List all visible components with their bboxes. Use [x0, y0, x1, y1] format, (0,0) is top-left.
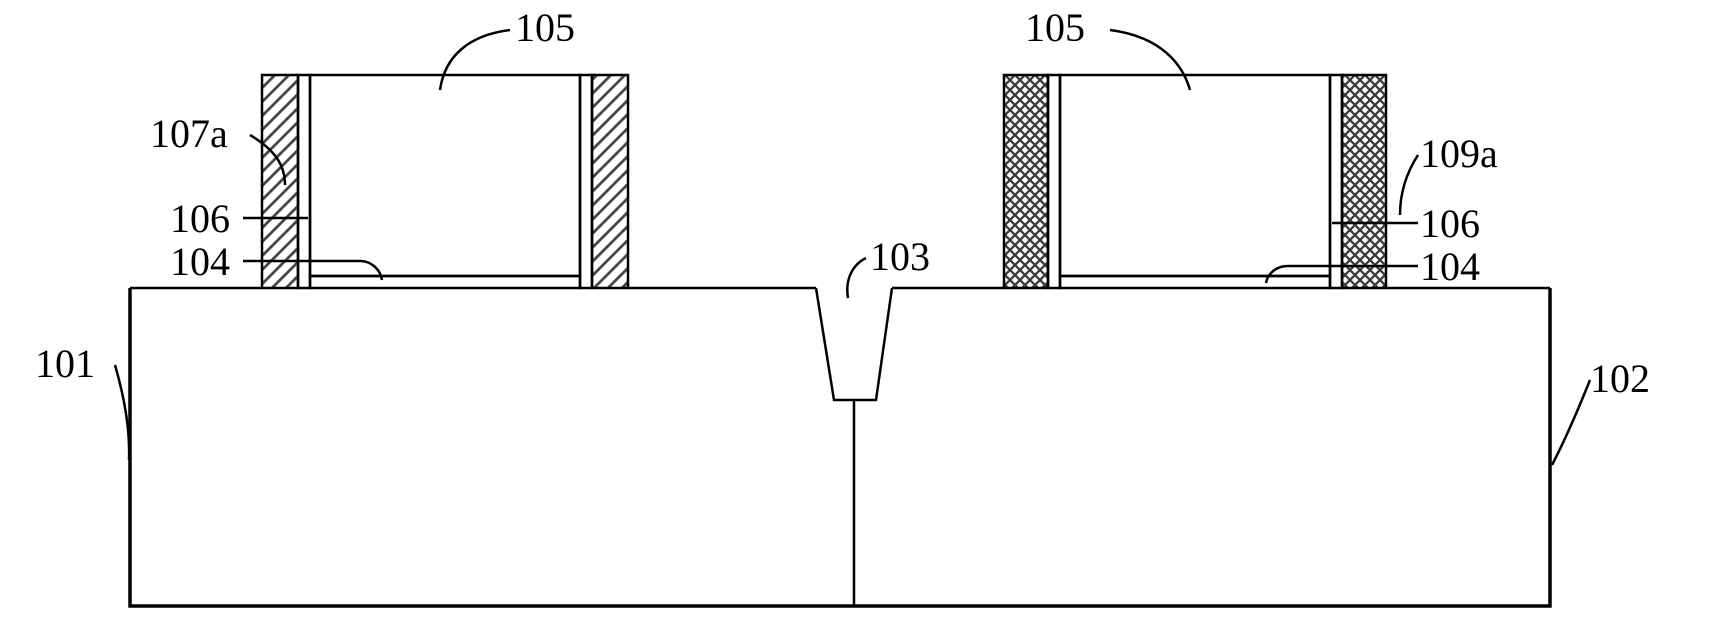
right-spacer-106-right — [1330, 75, 1342, 288]
label-102: 102 — [1590, 355, 1650, 402]
leader-n105_left — [440, 30, 510, 90]
isolation-trench-103 — [816, 288, 892, 400]
label-106-right: 106 — [1420, 200, 1480, 247]
left-oxide-104 — [310, 276, 580, 288]
leader-n105_right — [1110, 30, 1190, 90]
leader-n103 — [847, 258, 866, 298]
leader-n109a — [1400, 155, 1418, 215]
right-gate-105 — [1060, 75, 1330, 276]
right-spacer-106-left — [1048, 75, 1060, 288]
leader-n101 — [115, 365, 129, 460]
label-104-right: 104 — [1420, 243, 1480, 290]
right-sidewall-right — [1342, 75, 1386, 288]
right-sidewall-left — [1004, 75, 1048, 288]
label-109a: 109a — [1420, 130, 1498, 177]
label-104-left: 104 — [170, 238, 230, 285]
label-105-right: 105 — [1025, 4, 1085, 51]
left-spacer-106-left — [298, 75, 310, 288]
left-sidewall-left — [262, 75, 298, 288]
left-gate-105 — [310, 75, 580, 276]
leader-n102 — [1552, 380, 1590, 465]
left-spacer-106-right — [580, 75, 592, 288]
label-106-left: 106 — [170, 195, 230, 242]
right-oxide-104 — [1060, 276, 1330, 288]
left-sidewall-right — [592, 75, 628, 288]
label-107a: 107a — [150, 110, 228, 157]
label-101: 101 — [35, 340, 95, 387]
semiconductor-cross-section-diagram — [0, 0, 1713, 642]
label-105-left: 105 — [515, 4, 575, 51]
label-103: 103 — [870, 233, 930, 280]
substrate — [130, 288, 1550, 606]
